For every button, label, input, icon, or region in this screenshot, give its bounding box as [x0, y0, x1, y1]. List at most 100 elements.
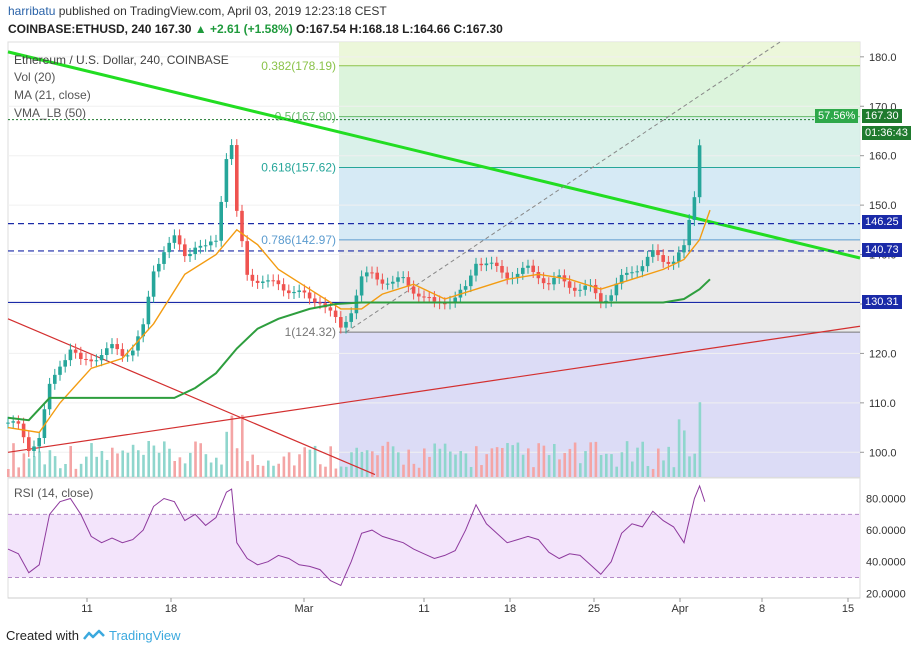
volume-bar [59, 468, 62, 477]
volume-bar [584, 451, 587, 477]
volume-bar [230, 415, 234, 477]
volume-bar [371, 451, 374, 477]
candle-body [411, 286, 416, 294]
volume-bar [636, 447, 639, 477]
volume-bar [293, 465, 296, 477]
candle-body [682, 245, 686, 253]
fib-percent-badge: 57.56% [815, 109, 859, 123]
volume-bar [256, 465, 260, 477]
volume-bar [48, 450, 52, 477]
ma-line [7, 209, 711, 434]
rsi-tick-label: 60.0000 [866, 525, 906, 537]
candle-body [271, 280, 275, 282]
candle-body [281, 284, 286, 291]
rsi-tick-label: 40.0000 [866, 557, 906, 569]
candle-body [609, 295, 613, 301]
volume-bar [579, 463, 582, 477]
fib-zone [339, 42, 860, 66]
candle-body [359, 276, 364, 296]
price-tick-label: 120.0 [869, 348, 897, 360]
volume-bar [53, 456, 57, 477]
volume-bar [116, 453, 119, 477]
candle-body [349, 313, 353, 322]
publish-info: harribatu published on TradingView.com, … [8, 4, 387, 18]
candle-body [526, 265, 530, 268]
candle-body [552, 277, 556, 285]
price-tick-label: 110.0 [869, 398, 896, 410]
footer-created: Created with [6, 628, 79, 643]
candle-body [536, 272, 541, 279]
volume-bar [173, 461, 176, 477]
x-tick-label: 8 [759, 603, 765, 615]
tradingview-logo-icon [83, 629, 105, 640]
candle-body [287, 290, 291, 294]
volume-bar [386, 441, 390, 477]
volume-bar [428, 456, 431, 477]
candle-body [151, 271, 156, 297]
volume-bar [443, 443, 447, 477]
volume-bar [506, 443, 509, 477]
volume-bar [599, 454, 603, 477]
volume-bar [480, 465, 483, 477]
candle-body [354, 295, 359, 314]
volume-bar [454, 454, 457, 477]
volume-bar [261, 465, 265, 477]
candle-body [183, 244, 187, 257]
candle-body [318, 302, 322, 304]
volume-bar [558, 459, 561, 477]
fib-zone [339, 65, 860, 117]
candle-body [645, 256, 650, 267]
volume-bar [594, 441, 598, 477]
volume-bar [85, 456, 88, 477]
volume-bar [33, 456, 36, 477]
candle-body [141, 324, 145, 337]
volume-bar [677, 419, 681, 477]
volume-bar [334, 468, 338, 477]
candle-body [292, 291, 296, 294]
volume-bar [438, 448, 442, 477]
volume-bar [199, 443, 202, 477]
candle-body [297, 290, 301, 292]
volume-bar [485, 454, 488, 477]
rsi-tick-label: 20.0000 [866, 588, 906, 600]
candle-body [443, 303, 447, 305]
candle-body [219, 201, 223, 241]
candle-body [640, 266, 645, 272]
volume-bar [423, 448, 426, 477]
symbol-info: COINBASE:ETHUSD, 240 167.30 ▲ +2.61 (+1.… [8, 22, 503, 36]
rsi-tick-label: 80.0000 [866, 494, 906, 506]
volume-bar [246, 461, 249, 477]
footer-brand[interactable]: TradingView [108, 628, 181, 643]
volume-bar [662, 460, 665, 477]
candle-body [157, 263, 161, 272]
trendline-red-falling [7, 318, 376, 476]
volume-bar [194, 441, 197, 477]
legend-vma: VMA_LB (50) [14, 106, 87, 120]
fib-level-label: 0.5(167.90) [275, 110, 336, 124]
volume-bar [625, 441, 629, 477]
candle-body [401, 277, 405, 279]
candle-body [136, 336, 140, 351]
volume-bar [287, 452, 291, 477]
volume-bar [563, 452, 566, 477]
volume-bar [121, 450, 124, 477]
volume-bar [651, 468, 655, 477]
author-name[interactable]: harribatu [8, 4, 56, 18]
price-tick-label: 180.0 [869, 52, 897, 64]
candle-body [105, 348, 109, 356]
volume-bar [657, 448, 660, 477]
candle-body [302, 290, 307, 293]
volume-bar [605, 453, 608, 477]
candle-body [146, 296, 151, 325]
candle-body [229, 145, 234, 160]
candle-body [417, 293, 421, 297]
chart-title: Ethereum / U.S. Dollar, 240, COINBASE [14, 53, 229, 67]
candle-body [37, 437, 41, 447]
legend-ma: MA (21, close) [14, 88, 91, 102]
volume-bar [308, 449, 312, 477]
volume-bar [157, 452, 161, 477]
candle-body [276, 280, 281, 285]
volume-bar [667, 446, 670, 477]
volume-bar [610, 454, 613, 477]
